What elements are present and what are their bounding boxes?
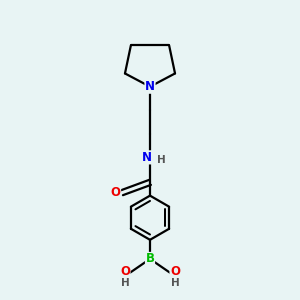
Text: B: B (146, 252, 154, 266)
Text: N: N (145, 80, 155, 93)
Text: O: O (110, 186, 121, 199)
Text: H: H (157, 155, 166, 165)
Text: O: O (170, 265, 180, 278)
Text: N: N (142, 151, 152, 164)
Text: H: H (121, 278, 129, 288)
Text: O: O (120, 265, 130, 278)
Text: H: H (171, 278, 179, 288)
